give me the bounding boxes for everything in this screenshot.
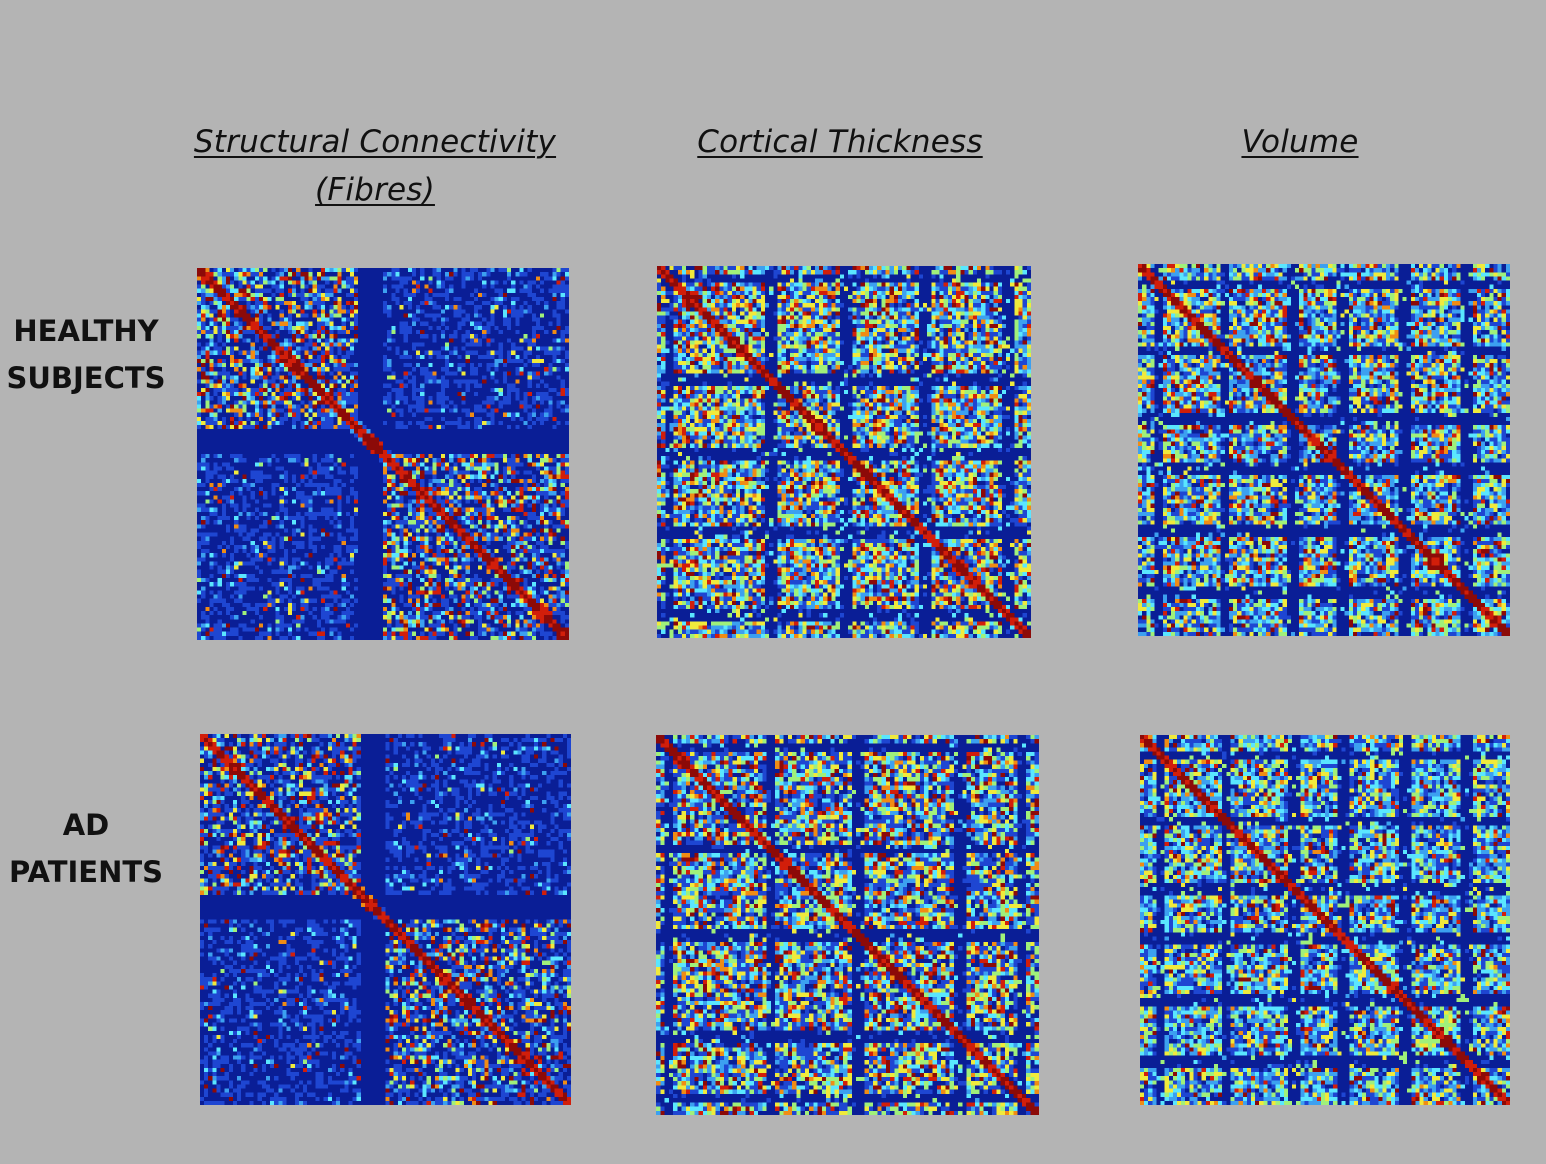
- row-label-healthy-line1: HEALTHY: [13, 314, 159, 348]
- matrix-ad-structural-connectivity: [200, 734, 571, 1105]
- row-label-healthy-line2: SUBJECTS: [6, 361, 166, 395]
- column-title-structural-line1: Structural Connectivity: [193, 124, 557, 160]
- column-title-structural-line2: (Fibres): [315, 172, 435, 208]
- row-label-ad-patients: AD PATIENTS: [0, 802, 172, 896]
- column-title-volume: Volume: [1120, 118, 1480, 166]
- row-label-ad-line1: AD: [62, 808, 110, 842]
- matrix-healthy-structural-connectivity: [197, 268, 569, 640]
- column-title-structural-connectivity: Structural Connectivity (Fibres): [160, 118, 590, 214]
- column-title-volume-line1: Volume: [1241, 124, 1359, 160]
- matrix-ad-volume: [1140, 735, 1510, 1105]
- matrix-healthy-cortical-thickness: [657, 266, 1031, 638]
- matrix-healthy-volume: [1138, 264, 1510, 636]
- column-title-cortical-thickness: Cortical Thickness: [640, 118, 1040, 166]
- matrix-ad-cortical-thickness: [656, 735, 1039, 1115]
- row-label-healthy-subjects: HEALTHY SUBJECTS: [0, 308, 172, 402]
- column-title-thickness-line1: Cortical Thickness: [697, 124, 983, 160]
- row-label-ad-line2: PATIENTS: [8, 855, 164, 889]
